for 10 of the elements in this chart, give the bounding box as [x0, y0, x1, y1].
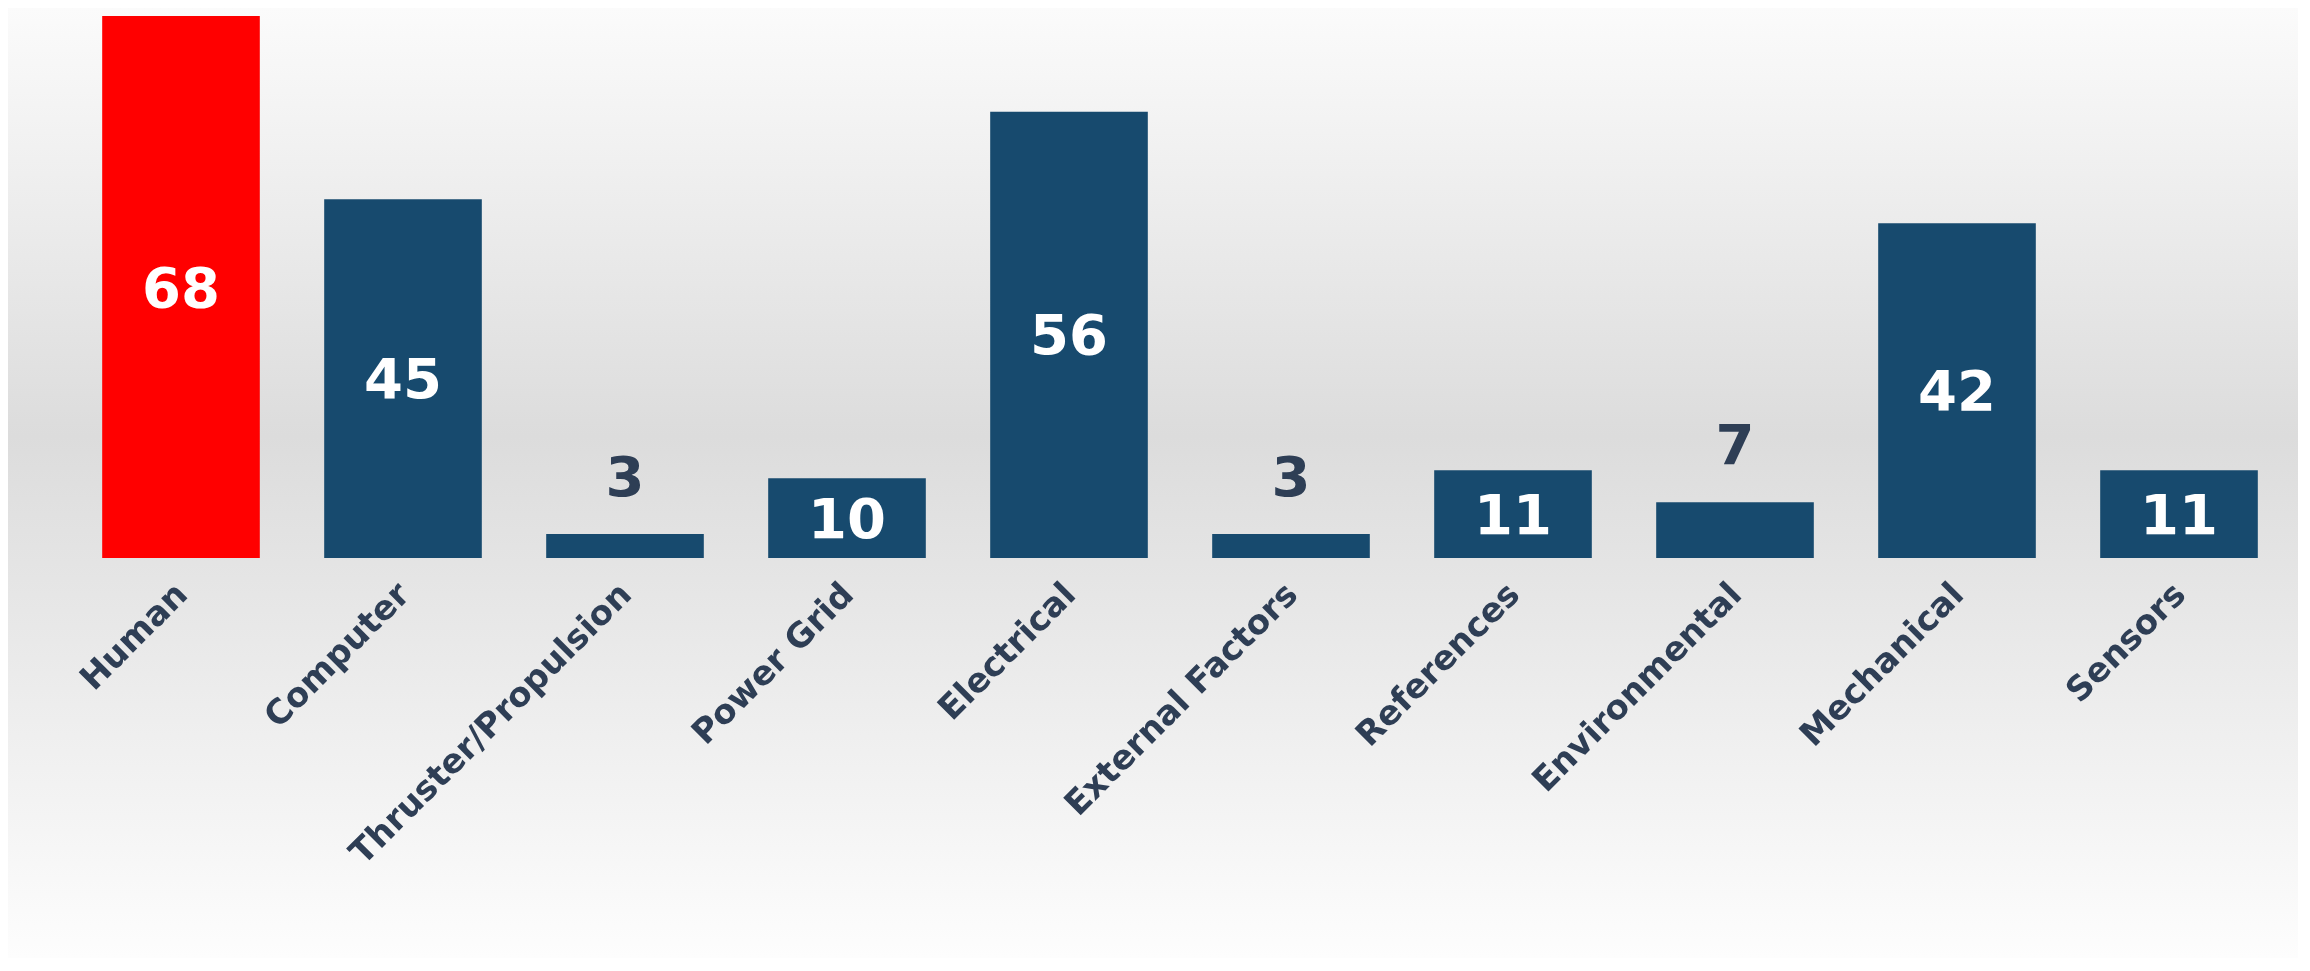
data-label: 11 — [1474, 481, 1552, 547]
data-label: 3 — [1271, 443, 1311, 509]
data-label: 45 — [364, 346, 442, 412]
data-label: 7 — [1715, 411, 1755, 477]
data-label: 42 — [1918, 358, 1996, 424]
data-label: 3 — [605, 443, 645, 509]
data-label: 68 — [142, 254, 220, 320]
data-label: 10 — [808, 485, 886, 551]
data-label: 11 — [2140, 481, 2218, 547]
data-label: 56 — [1030, 302, 1108, 368]
